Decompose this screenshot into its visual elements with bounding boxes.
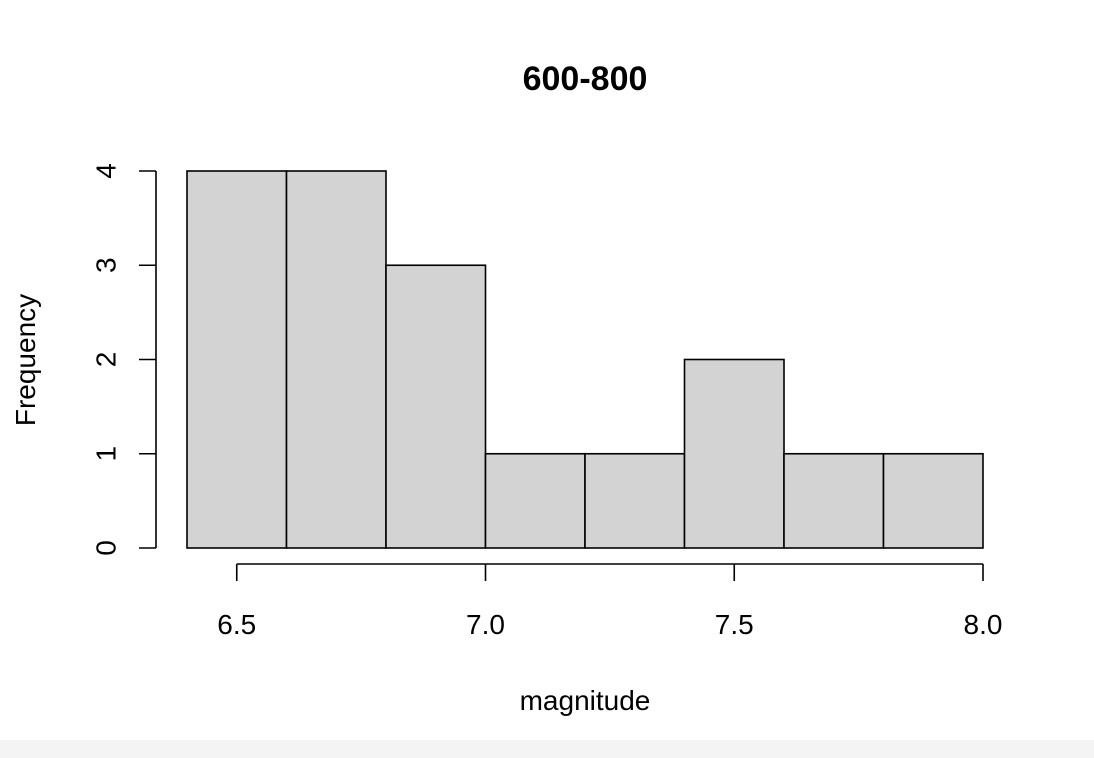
chart-title: 600-800 xyxy=(523,60,648,98)
histogram-bar-5 xyxy=(584,452,686,549)
x-tick-label-7.0: 7.0 xyxy=(466,609,505,640)
histogram-bar-6 xyxy=(683,358,785,549)
y-tick-label-2: 2 xyxy=(90,352,121,368)
window-bottom-strip xyxy=(0,740,1094,758)
y-axis: 0 1 2 3 4 xyxy=(90,163,157,556)
histogram-bar-1 xyxy=(186,170,288,549)
histogram-bar-4 xyxy=(484,452,586,549)
y-tick-label-3: 3 xyxy=(90,257,121,273)
y-axis-label: Frequency xyxy=(10,294,41,426)
bars-group xyxy=(186,170,984,549)
histogram-bar-8 xyxy=(882,452,984,549)
y-tick-label-1: 1 xyxy=(90,446,121,462)
histogram-bar-3 xyxy=(385,264,487,549)
histogram-bar-7 xyxy=(783,452,885,549)
x-tick-label-8.0: 8.0 xyxy=(964,609,1003,640)
histogram-bar-2 xyxy=(285,170,387,549)
y-tick-label-4: 4 xyxy=(90,163,121,179)
x-tick-label-6.5: 6.5 xyxy=(217,609,256,640)
x-axis-label: magnitude xyxy=(520,685,651,716)
x-tick-label-7.5: 7.5 xyxy=(715,609,754,640)
x-axis: 6.5 7.0 7.5 8.0 xyxy=(217,563,1003,640)
y-tick-label-0: 0 xyxy=(90,540,121,556)
